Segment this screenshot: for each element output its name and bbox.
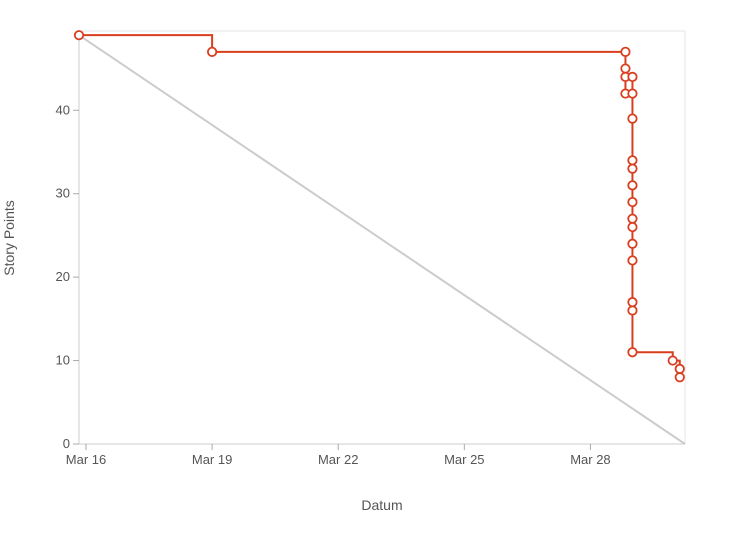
- remaining-point[interactable]: [627, 163, 638, 174]
- y-axis-ticks: 0 10 20 30 40: [56, 102, 79, 451]
- y-tick-label: 10: [56, 353, 70, 368]
- y-tick-label: 20: [56, 269, 70, 284]
- remaining-point[interactable]: [620, 46, 631, 57]
- series-layer: [73, 30, 686, 445]
- remaining-point[interactable]: [627, 347, 638, 358]
- y-tick-label: 30: [56, 186, 70, 201]
- y-tick-label: 0: [63, 436, 70, 451]
- remaining-point[interactable]: [627, 88, 638, 99]
- x-tick-label: Mar 28: [570, 452, 610, 467]
- remaining-point[interactable]: [627, 180, 638, 191]
- x-axis-title: Datum: [361, 497, 402, 513]
- x-tick-label: Mar 25: [444, 452, 484, 467]
- remaining-point[interactable]: [73, 30, 85, 41]
- remaining-point[interactable]: [674, 372, 685, 383]
- remaining-point[interactable]: [674, 363, 685, 375]
- y-axis-title: Story Points: [1, 200, 17, 275]
- remaining-point[interactable]: [627, 155, 638, 166]
- remaining-point[interactable]: [627, 113, 638, 124]
- remaining-point[interactable]: [627, 221, 638, 233]
- remaining-point[interactable]: [627, 196, 638, 208]
- plot-frame: [78, 30, 686, 445]
- remaining-point[interactable]: [627, 238, 638, 249]
- remaining-point[interactable]: [627, 305, 638, 316]
- x-tick-label: Mar 22: [318, 452, 358, 467]
- x-tick-label: Mar 16: [66, 452, 106, 467]
- x-axis-ticks: Mar 16 Mar 19 Mar 22 Mar 25 Mar 28: [66, 444, 611, 467]
- remaining-point[interactable]: [207, 46, 218, 57]
- remaining-work-line: [79, 34, 681, 378]
- remaining-point[interactable]: [627, 213, 638, 224]
- remaining-point[interactable]: [627, 297, 638, 308]
- remaining-point[interactable]: [620, 63, 631, 74]
- remaining-point[interactable]: [627, 255, 638, 266]
- ideal-burndown-line: [78, 34, 686, 445]
- remaining-point[interactable]: [667, 355, 678, 366]
- x-tick-label: Mar 19: [192, 452, 232, 467]
- remaining-point[interactable]: [627, 71, 638, 82]
- y-tick-label: 40: [56, 102, 70, 117]
